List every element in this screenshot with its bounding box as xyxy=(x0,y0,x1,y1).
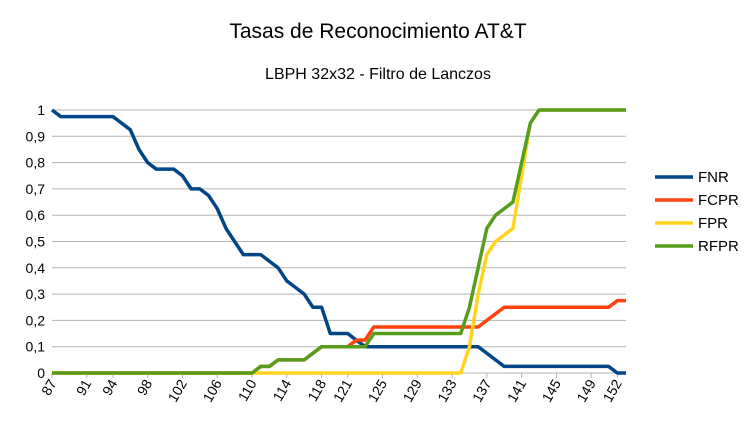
x-tick-label: 152 xyxy=(599,376,625,404)
y-tick-label: 0,4 xyxy=(26,260,46,276)
legend-label-fpr: FPR xyxy=(698,215,728,232)
x-tick-label: 106 xyxy=(199,376,225,404)
series-line-rfpr xyxy=(52,108,626,375)
series-line-fnr xyxy=(50,108,626,375)
x-tick-label: 141 xyxy=(504,376,530,404)
legend-label-rfpr: RFPR xyxy=(698,238,739,255)
x-tick-label: 129 xyxy=(399,376,425,404)
y-tick-label: 1 xyxy=(37,102,45,118)
x-tick-label: 118 xyxy=(304,376,329,404)
y-tick-label: 0,1 xyxy=(26,339,46,355)
chart-title: Tasas de Reconocimiento AT&T xyxy=(229,20,527,43)
x-tick-label: 121 xyxy=(330,376,356,404)
x-tick-label: 114 xyxy=(269,376,294,404)
y-tick-label: 0,5 xyxy=(26,234,46,250)
x-tick-label: 133 xyxy=(434,376,460,404)
x-tick-label: 110 xyxy=(235,376,260,404)
y-tick-label: 0,7 xyxy=(26,181,46,197)
chart-subtitle: LBPH 32x32 - Filtro de Lanczos xyxy=(265,66,491,83)
y-tick-label: 0,6 xyxy=(26,207,46,223)
x-tick-label: 102 xyxy=(165,376,191,404)
y-tick-label: 0,9 xyxy=(26,128,46,144)
x-tick-label: 137 xyxy=(469,376,495,404)
legend-label-fnr: FNR xyxy=(698,169,729,186)
legend-label-fcpr: FCPR xyxy=(698,192,739,209)
x-tick-label: 91 xyxy=(73,376,95,398)
y-tick-label: 0,2 xyxy=(26,312,46,328)
x-tick-label: 149 xyxy=(573,376,599,404)
y-tick-label: 0 xyxy=(37,365,45,381)
x-tick-label: 145 xyxy=(538,376,564,404)
x-tick-label: 87 xyxy=(38,376,60,398)
x-tick-label: 94 xyxy=(99,376,121,398)
x-tick-label: 98 xyxy=(134,376,156,398)
y-tick-label: 0,3 xyxy=(26,286,46,302)
x-tick-label: 125 xyxy=(365,376,391,404)
series-line-fcpr xyxy=(52,298,626,375)
y-tick-label: 0,8 xyxy=(26,155,46,171)
